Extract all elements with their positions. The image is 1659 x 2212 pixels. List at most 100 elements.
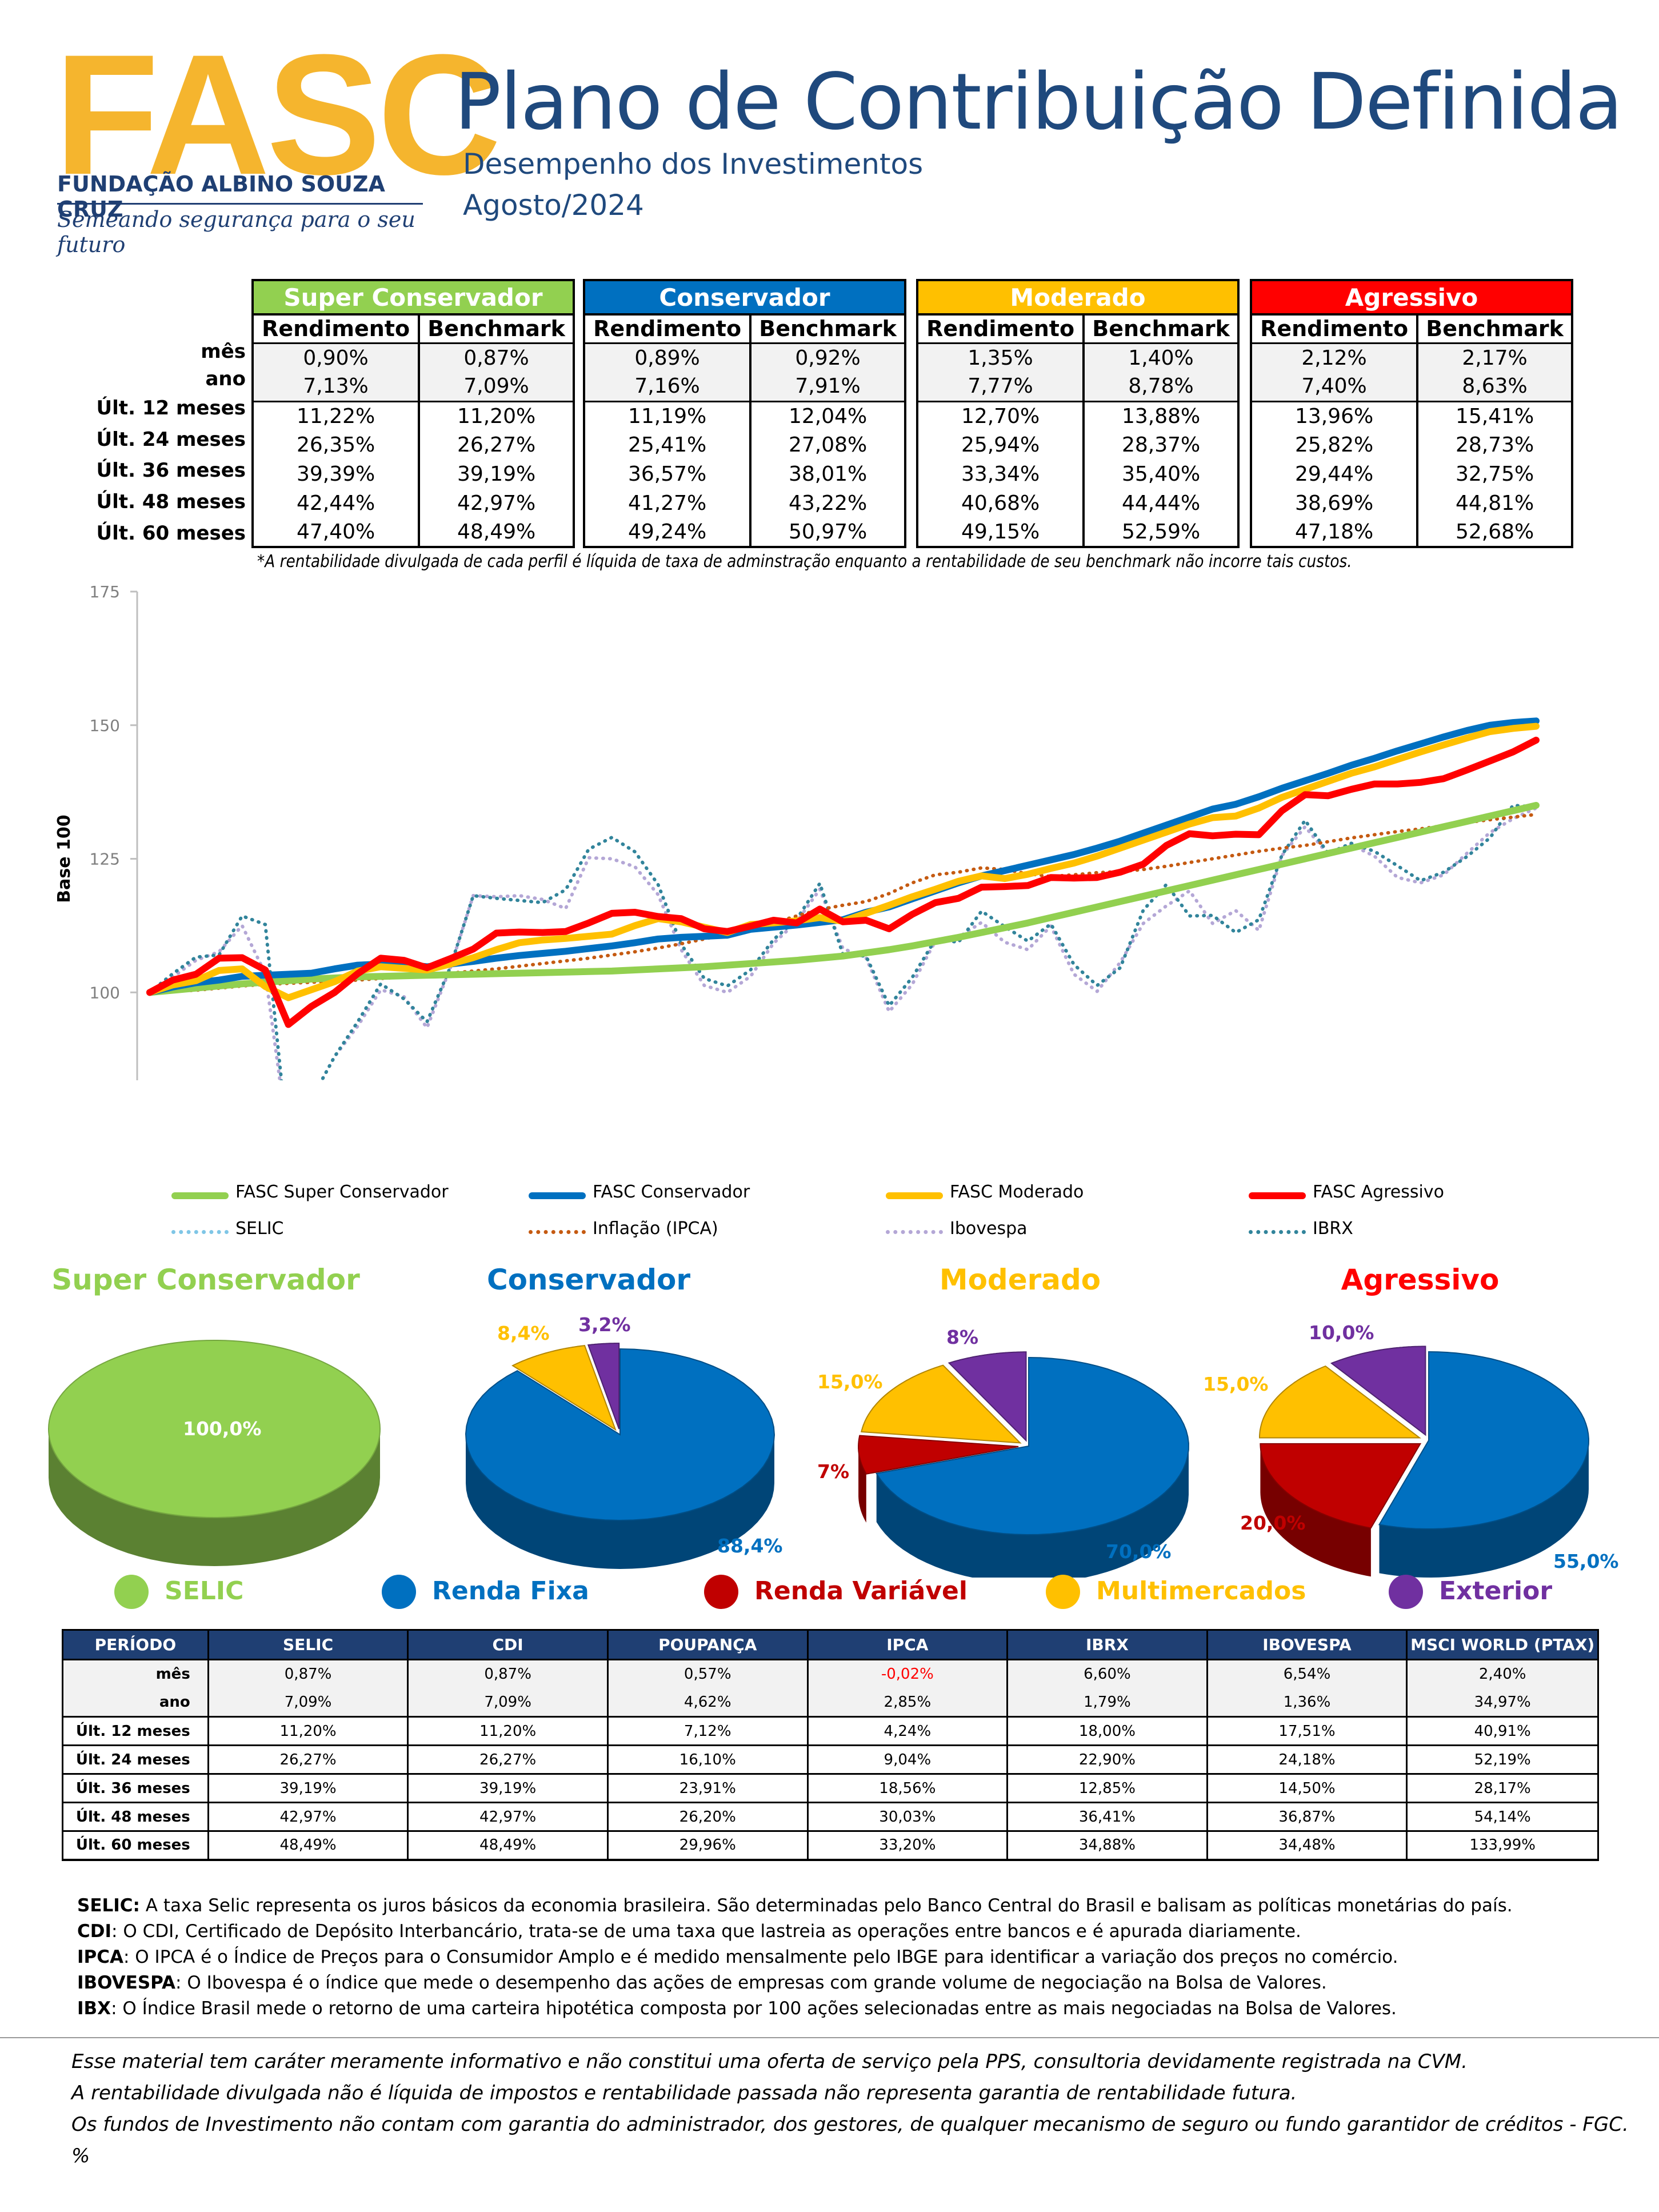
table-cell: 14,50% xyxy=(1206,1773,1408,1803)
definition-term: IBOVESPA xyxy=(77,1973,176,1993)
row-label-48m: Últ. 48 meses xyxy=(96,490,246,513)
table-cell: 11,20% xyxy=(407,1716,609,1746)
rendimento-cell: 47,18% xyxy=(1249,518,1419,548)
table-cell: 34,48% xyxy=(1206,1830,1408,1861)
column-header-benchmark: Benchmark xyxy=(1082,314,1240,344)
table-row: 7,16% 7,91% xyxy=(582,372,906,401)
rendimento-cell: 2,12% xyxy=(1249,343,1419,372)
definition-term: CDI xyxy=(77,1921,112,1942)
rendimento-cell: 25,82% xyxy=(1249,430,1419,460)
column-header-benchmark: Benchmark xyxy=(418,314,575,344)
legend-label: Renda Variável xyxy=(754,1576,968,1606)
row-label-12m: Últ. 12 meses xyxy=(96,397,246,420)
benchmark-cell: 26,27% xyxy=(418,430,575,460)
rendimento-cell: 11,22% xyxy=(251,400,421,430)
legend-label: Ibovespa xyxy=(950,1219,1028,1239)
benchmark-cell: 1,40% xyxy=(1082,343,1240,372)
series-line-ibovespa xyxy=(148,806,1538,1080)
performance-table-moderado: Moderado Rendimento Benchmark 1,35% 1,40% 7,7… xyxy=(916,279,1240,548)
row-label-60m: Últ. 60 meses xyxy=(96,522,246,545)
pie-slice xyxy=(465,1348,775,1522)
logo-divider xyxy=(57,203,423,205)
benchmark-cell: 7,91% xyxy=(749,372,906,401)
series-line-ibrx xyxy=(148,804,1538,1080)
column-header: CDI xyxy=(407,1629,609,1660)
pie-slice xyxy=(876,1356,1189,1536)
pie-title-moderado: Moderado xyxy=(939,1263,1101,1296)
column-header: IBOVESPA xyxy=(1206,1629,1408,1660)
page-title: Plano de Contribuição Definida xyxy=(454,57,1623,147)
table-row: 0,89% 0,92% xyxy=(582,343,906,372)
pie-slice-side xyxy=(1260,1443,1371,1577)
table-cell: 26,27% xyxy=(407,1744,609,1774)
table-row: 1,35% 1,40% xyxy=(916,343,1240,372)
legend-swatch xyxy=(529,1192,586,1199)
table-row: 13,96% 15,41% xyxy=(1249,400,1573,430)
pie-slice-side xyxy=(1379,1440,1589,1578)
table-row: 2,12% 2,17% xyxy=(1249,343,1573,372)
benchmark-cell: 44,81% xyxy=(1416,489,1573,518)
table-cell: 22,90% xyxy=(1006,1744,1208,1774)
table-row: 29,44% 32,75% xyxy=(1249,460,1573,489)
column-header-rendimento: Rendimento xyxy=(582,314,752,344)
pie-data-label: 100,0% xyxy=(183,1418,262,1440)
pie-data-label: 8,4% xyxy=(497,1322,550,1344)
table-row: 47,18% 52,68% xyxy=(1249,518,1573,548)
table-cell: 26,20% xyxy=(606,1802,809,1831)
legend-label: Renda Fixa xyxy=(432,1576,589,1606)
pie-data-label: 20,0% xyxy=(1240,1512,1306,1534)
table-row: 38,69% 44,81% xyxy=(1249,489,1573,518)
benchmark-cell: 11,20% xyxy=(418,400,575,430)
performance-table-conservador: Conservador Rendimento Benchmark 0,89% 0,92%… xyxy=(582,279,906,548)
table-cell: 28,17% xyxy=(1406,1773,1599,1803)
table-cell: 39,19% xyxy=(407,1773,609,1803)
pie-data-label: 15,0% xyxy=(1203,1373,1269,1395)
chart-axes: 75100125150175ago/19ago/20ago/21ago/22ag… xyxy=(54,582,138,1080)
table-row: 11,22% 11,20% xyxy=(251,400,575,430)
table-row: 39,39% 39,19% xyxy=(251,460,575,489)
row-label-ano: ano xyxy=(205,368,246,390)
row-label: Últ. 24 meses xyxy=(62,1744,209,1774)
legend-label: FASC Conservador xyxy=(593,1182,750,1202)
table-cell: 133,99% xyxy=(1406,1830,1599,1861)
benchmark-cell: 8,63% xyxy=(1416,372,1573,401)
profile-header: Agressivo xyxy=(1250,279,1573,316)
pie-slice xyxy=(1378,1351,1590,1530)
pie-data-label: 3,2% xyxy=(578,1313,631,1336)
column-header: POUPANÇA xyxy=(606,1629,809,1660)
rendimento-cell: 39,39% xyxy=(251,460,421,489)
y-axis-label: Base 100 xyxy=(54,814,74,903)
definition-term: IBX xyxy=(77,1998,111,2019)
table-cell: 54,14% xyxy=(1406,1802,1599,1831)
series-line-fasc-super-conservador xyxy=(146,802,1540,996)
table-row: 40,68% 44,44% xyxy=(916,489,1240,518)
definition-item: IPCA: O IPCA é o Índice de Preços para o… xyxy=(77,1945,1513,1970)
benchmark-cell: 50,97% xyxy=(749,518,906,548)
rendimento-cell: 7,13% xyxy=(251,372,421,401)
table-row: 0,90% 0,87% xyxy=(251,343,575,372)
column-header-benchmark: Benchmark xyxy=(749,314,906,344)
benchmark-cell: 12,04% xyxy=(749,400,906,430)
legend-label: FASC Agressivo xyxy=(1313,1182,1444,1202)
pie-data-label: 88,4% xyxy=(717,1535,783,1557)
y-tick-label: 150 xyxy=(90,716,120,735)
benchmark-cell: 44,44% xyxy=(1082,489,1240,518)
rendimento-cell: 38,69% xyxy=(1249,489,1419,518)
rendimento-cell: 47,40% xyxy=(251,518,421,548)
column-header: IBRX xyxy=(1006,1629,1208,1660)
table-row: 42,44% 42,97% xyxy=(251,489,575,518)
table-cell: 48,49% xyxy=(207,1830,409,1861)
table-cell: 11,20% xyxy=(207,1716,409,1746)
table-row: 49,24% 50,97% xyxy=(582,518,906,548)
pie-slice xyxy=(1260,1443,1422,1529)
legend-label: FASC Super Conservador xyxy=(235,1182,449,1202)
definition-item: CDI: O CDI, Certificado de Depósito Inte… xyxy=(77,1919,1513,1945)
pie-slice-side xyxy=(876,1446,1189,1578)
pie-slice xyxy=(1259,1365,1421,1439)
page-subtitle: Desempenho dos Investimentos xyxy=(463,147,924,181)
legend-label: Multimercados xyxy=(1096,1576,1306,1606)
report-period: Agosto/2024 xyxy=(463,189,644,222)
table-cell: 36,87% xyxy=(1206,1802,1408,1831)
table-cell: 1,79% xyxy=(1006,1688,1208,1717)
benchmark-cell: 48,49% xyxy=(418,518,575,548)
